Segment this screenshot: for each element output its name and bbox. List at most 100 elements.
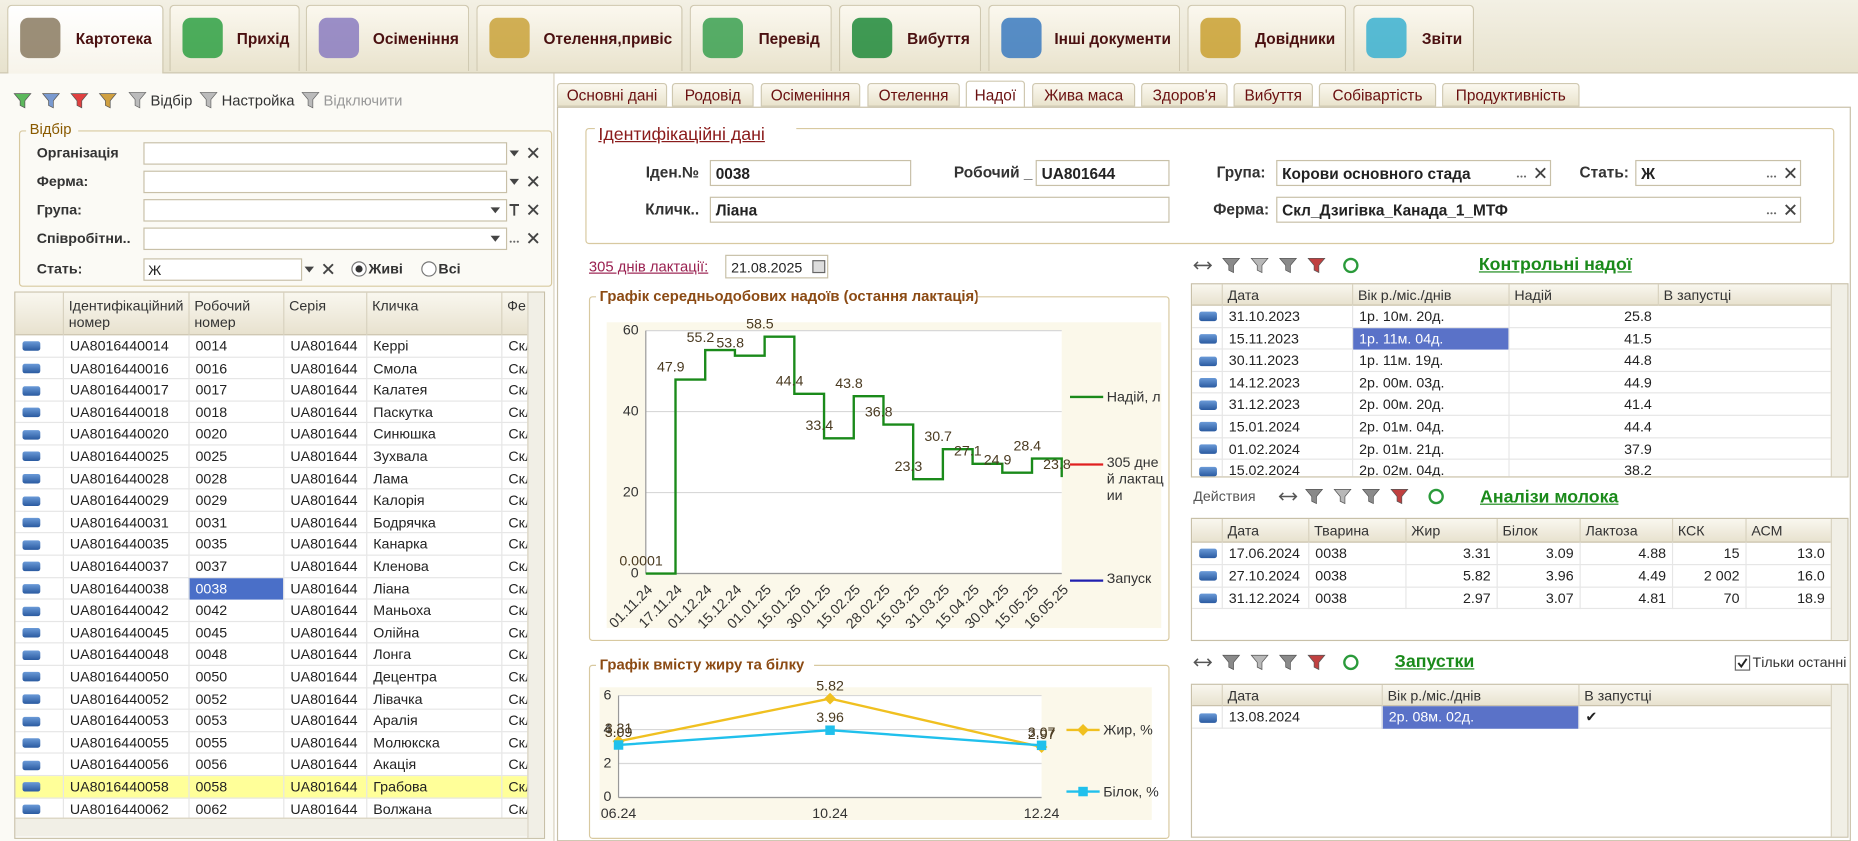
- button-x[interactable]: [525, 173, 542, 190]
- toolbar-button[interactable]: Відключити: [323, 92, 403, 110]
- button-dots[interactable]: [1513, 165, 1530, 182]
- table-row[interactable]: [1192, 372, 1831, 394]
- column-header[interactable]: АСМ: [1745, 519, 1830, 543]
- column-header[interactable]: Вік р./міс./днів: [1352, 284, 1508, 306]
- radio-button[interactable]: [421, 261, 438, 278]
- table-row[interactable]: [15, 357, 528, 380]
- toolbar-button[interactable]: [12, 91, 33, 110]
- button-x[interactable]: [1782, 165, 1799, 182]
- column-header[interactable]: Лактоза: [1579, 519, 1672, 543]
- table-row[interactable]: [15, 776, 528, 799]
- button-down[interactable]: [487, 230, 504, 247]
- table-row[interactable]: [1192, 350, 1831, 372]
- column-header[interactable]: Кличка: [366, 292, 501, 336]
- toolbar-button[interactable]: [1306, 653, 1327, 672]
- main-tab[interactable]: Отелення,привіс: [476, 4, 683, 72]
- column-header[interactable]: Надій: [1508, 284, 1657, 306]
- column-header[interactable]: КСК: [1671, 519, 1745, 543]
- main-tab[interactable]: Осіменіння: [305, 4, 470, 72]
- scrollbar[interactable]: [527, 292, 544, 838]
- detail-tab[interactable]: Собівартість: [1318, 82, 1437, 107]
- section-title[interactable]: Аналізи молока: [1480, 487, 1619, 508]
- table-row[interactable]: [15, 688, 528, 711]
- table-row[interactable]: [15, 710, 528, 733]
- toolbar-button[interactable]: Настройка: [221, 92, 295, 110]
- button-x[interactable]: [1782, 201, 1799, 218]
- button-t[interactable]: [506, 201, 523, 218]
- table-row[interactable]: [1192, 438, 1831, 460]
- column-header[interactable]: Дата: [1221, 684, 1382, 707]
- main-tab[interactable]: Картотека: [7, 4, 164, 74]
- column-header[interactable]: Ідентифікаційний номер: [62, 292, 189, 336]
- toolbar-button[interactable]: [1278, 488, 1298, 505]
- toolbar-button[interactable]: [1389, 487, 1410, 506]
- main-tab[interactable]: Інші документи: [988, 4, 1181, 72]
- table-row[interactable]: [15, 379, 528, 402]
- detail-tab[interactable]: Осіменіння: [760, 82, 861, 107]
- toolbar-button[interactable]: [1360, 487, 1381, 506]
- button-x[interactable]: [525, 145, 542, 162]
- filter-input[interactable]: [143, 170, 508, 194]
- lactation-date[interactable]: 21.08.2025: [725, 254, 829, 279]
- column-header[interactable]: В запустці: [1657, 284, 1831, 306]
- detail-tab[interactable]: Жива маса: [1032, 82, 1136, 107]
- sex-input[interactable]: Ж: [143, 258, 303, 281]
- refresh-button[interactable]: [1341, 653, 1360, 672]
- detail-tab[interactable]: Основні дані: [556, 82, 668, 107]
- section-title[interactable]: Контрольні надої: [1478, 254, 1632, 275]
- table-row[interactable]: [15, 446, 528, 468]
- filter-input[interactable]: [143, 142, 508, 165]
- main-tab[interactable]: Перевід: [689, 4, 832, 72]
- column-header[interactable]: Дата: [1221, 519, 1309, 543]
- table-row[interactable]: [1192, 306, 1831, 328]
- table-row[interactable]: [15, 401, 528, 424]
- h-scrollbar[interactable]: [15, 817, 528, 837]
- section-title[interactable]: Запустки: [1394, 651, 1475, 672]
- toolbar-button[interactable]: [1220, 653, 1241, 672]
- refresh-button[interactable]: [1427, 487, 1446, 506]
- detail-tab[interactable]: Отелення: [867, 82, 960, 107]
- radio-label[interactable]: Живі: [368, 260, 403, 278]
- button-dots[interactable]: [506, 230, 523, 247]
- table-row[interactable]: [15, 512, 528, 534]
- scrollbar[interactable]: [1830, 284, 1848, 477]
- table-row[interactable]: [1192, 587, 1831, 610]
- scrollbar[interactable]: [1830, 519, 1848, 640]
- table-row[interactable]: [15, 754, 528, 777]
- table-row[interactable]: [1192, 328, 1831, 350]
- button-x[interactable]: [525, 201, 542, 218]
- toolbar-button[interactable]: [1193, 257, 1213, 274]
- toolbar-button[interactable]: [97, 91, 118, 110]
- detail-tab[interactable]: Здоров'я: [1141, 82, 1228, 107]
- toolbar-button[interactable]: [1249, 256, 1270, 275]
- table-row[interactable]: [1192, 565, 1831, 588]
- toolbar-button[interactable]: [1332, 487, 1353, 506]
- column-header[interactable]: В запустці: [1578, 684, 1830, 707]
- scrollbar[interactable]: [1830, 684, 1848, 837]
- table-row[interactable]: [1192, 416, 1831, 438]
- button-down[interactable]: [506, 145, 523, 162]
- toolbar-button[interactable]: Відбір: [150, 92, 193, 110]
- table-row[interactable]: [15, 556, 528, 578]
- field-input[interactable]: Скл_Дзигівка_Канада_1_МТФ: [1276, 196, 1802, 223]
- main-tab[interactable]: Довідники: [1187, 4, 1347, 72]
- toolbar-button[interactable]: [1306, 256, 1327, 275]
- toolbar-button[interactable]: [1193, 654, 1213, 671]
- column-header[interactable]: Вік р./міс./днів: [1381, 684, 1579, 707]
- radio-button[interactable]: [351, 261, 368, 278]
- detail-tab[interactable]: Вибуття: [1233, 82, 1313, 107]
- column-header[interactable]: Жир: [1405, 519, 1496, 543]
- table-row[interactable]: [15, 732, 528, 755]
- table-row[interactable]: [15, 666, 528, 688]
- table-row[interactable]: [1192, 543, 1831, 565]
- main-tab[interactable]: Звіти: [1353, 4, 1475, 72]
- table-row[interactable]: [15, 534, 528, 556]
- detail-tab[interactable]: Родовід: [671, 82, 754, 107]
- button-cal[interactable]: [811, 258, 828, 275]
- checkbox-label[interactable]: Тільки останні: [1752, 654, 1847, 671]
- toolbar-button[interactable]: [1220, 256, 1241, 275]
- main-tab[interactable]: Вибуття: [838, 4, 982, 72]
- table-row[interactable]: [15, 468, 528, 490]
- button-dots[interactable]: [1763, 165, 1780, 182]
- column-header[interactable]: Тварина: [1308, 519, 1405, 543]
